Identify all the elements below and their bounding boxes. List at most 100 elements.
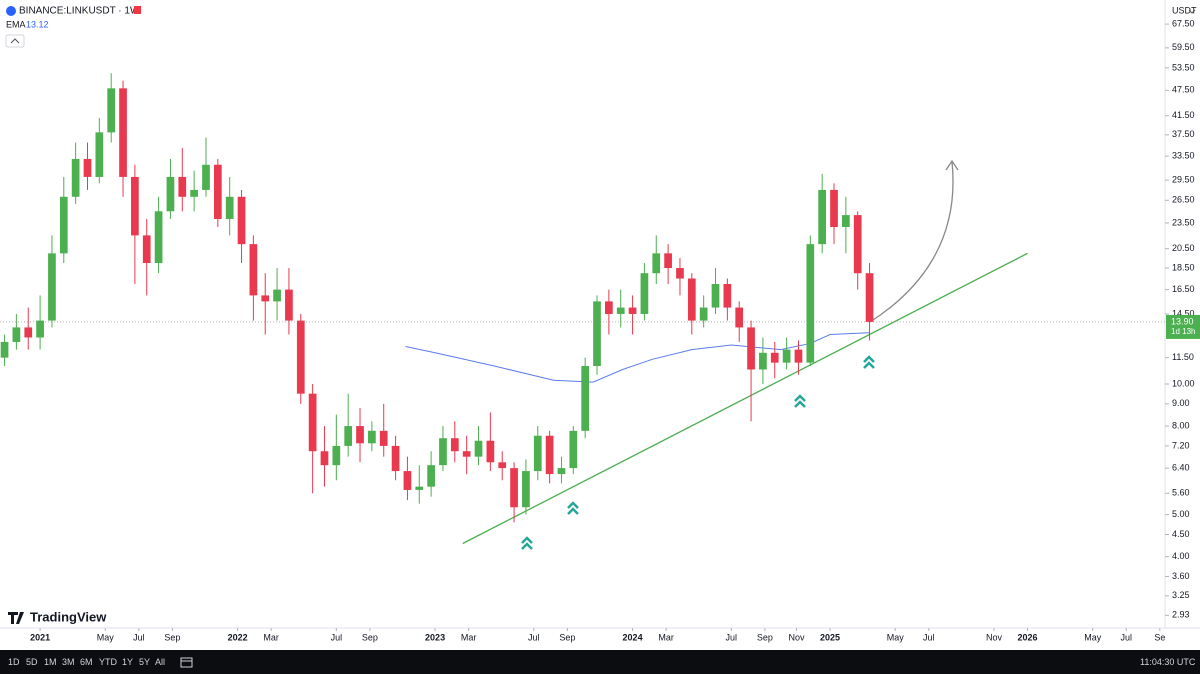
candle-body [557,468,566,475]
range-button[interactable]: 5D [26,657,38,667]
y-tick-label: 20.50 [1172,243,1195,253]
candle-body [154,211,163,264]
range-button[interactable]: 1M [44,657,57,667]
candle-body [616,307,625,314]
candle-body [628,307,637,314]
candle-body [320,451,329,466]
candle-body [569,430,578,469]
date-range-icon[interactable] [180,656,194,668]
clock: 11:04:30 UTC [1140,657,1196,667]
y-tick-label: 53.50 [1172,62,1195,72]
range-button[interactable]: 3M [62,657,75,667]
candle-body [640,273,649,314]
currency-label[interactable]: USDT [1172,5,1197,15]
y-tick-label: 37.50 [1172,129,1195,139]
currency-dropdown [1188,9,1196,14]
candle-body [296,320,305,394]
candle-body [842,215,850,228]
y-tick-label: 26.50 [1172,195,1195,205]
candle-body [830,189,838,228]
x-tick-label: Sep [757,632,773,642]
y-tick-label: 6.40 [1172,462,1190,472]
y-tick-label: 16.50 [1172,284,1195,294]
countdown: 1d 13h [1171,327,1195,336]
candle-body [59,196,68,254]
candle-body [533,435,542,472]
range-button[interactable]: 6M [80,657,93,667]
y-tick-label: 47.50 [1172,85,1195,95]
candle-body [522,471,530,508]
indicator-value: 13.12 [26,19,49,29]
candle-body [213,164,222,219]
candle-body [510,468,518,508]
y-tick-label: 9.00 [1172,398,1190,408]
x-tick-label: Jul [528,632,540,642]
x-tick-label: 2022 [228,632,248,642]
arrow-head [945,159,959,171]
range-button[interactable]: 1Y [122,657,134,667]
projection-arrow [869,161,954,323]
logo-icon [8,612,24,624]
x-tick-label: Jul [726,632,738,642]
x-tick-label: Jul [923,632,935,642]
x-tick-label: May [97,632,115,642]
range-button[interactable]: All [155,657,166,667]
y-tick-label: 59.50 [1172,42,1195,52]
candle-body [735,307,744,328]
candle-body [379,430,388,446]
y-tick-label: 4.00 [1172,551,1190,561]
x-tick-label: Sep [559,632,575,642]
candle-body [664,253,672,269]
candle-body [486,440,495,463]
candle-body [391,445,400,472]
x-tick-label: Sep [164,632,180,642]
candle-body [711,283,720,308]
candle-body [605,301,613,314]
collapse-button[interactable] [5,34,25,48]
x-tick-label: Nov [788,632,805,642]
y-tick-label: 41.50 [1172,110,1195,120]
candle-body [166,176,175,212]
range-button[interactable]: 5Y [139,657,151,667]
range-button[interactable]: 1D [8,657,20,667]
candle-body [770,352,779,363]
candle-body [190,189,198,197]
last-price-label: 13.90 [1171,316,1194,326]
candle-body [462,451,471,457]
x-tick-label: May [1084,632,1102,642]
candle-body [332,445,341,466]
candle-body [439,438,447,466]
trendline [462,252,1028,545]
candle-body [83,158,92,177]
candle-body [498,462,507,469]
x-tick-label: Nov [986,632,1003,642]
logo: TradingView [30,609,107,624]
candle-body [759,352,767,370]
y-tick-label: 3.60 [1172,571,1190,581]
candle-body [273,289,281,302]
y-tick-label: 11.50 [1172,352,1194,362]
range-button[interactable]: YTD [99,657,117,667]
flag-icon [134,6,141,14]
y-tick-label: 67.50 [1172,18,1195,28]
x-tick-label: Se [1154,632,1165,642]
candle-body [24,327,33,338]
x-tick-label: 2021 [30,632,50,642]
x-tick-label: Mar [658,632,674,642]
x-tick-label: Jul [1121,632,1133,642]
y-tick-label: 23.50 [1172,217,1195,227]
candle-body [249,244,258,296]
candle-body [782,349,791,363]
candle-body [818,189,827,245]
candle-body [865,273,874,322]
candle-body [131,176,139,236]
candle-body [95,132,104,177]
candle-body [474,440,483,457]
y-tick-label: 18.50 [1172,262,1195,272]
candle-body [450,438,459,452]
chart: BINANCE:LINKUSDT · 1W EMA 13.12 USDT Tra… [0,0,1200,643]
bottom-toolbar: 11:04:30 UTC 1D 5D 1M 3M 6M YTD 1Y 5Y All [0,650,1200,674]
x-tick-label: Mar [263,632,279,642]
candle-body [48,253,56,321]
